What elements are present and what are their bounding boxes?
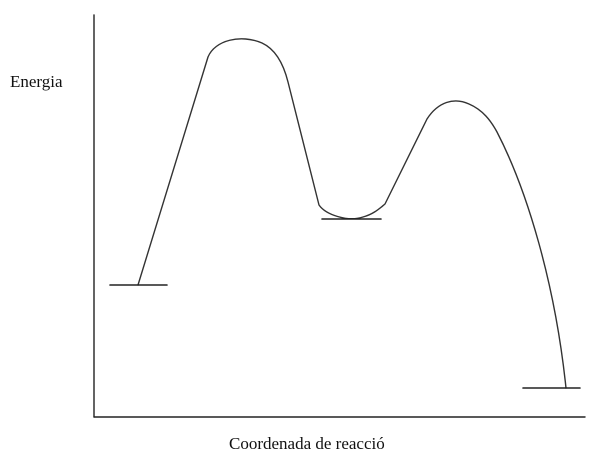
x-axis-label: Coordenada de reacció	[229, 434, 385, 453]
reaction-energy-curve	[137, 38, 567, 389]
y-axis-label: Energia	[10, 72, 63, 91]
